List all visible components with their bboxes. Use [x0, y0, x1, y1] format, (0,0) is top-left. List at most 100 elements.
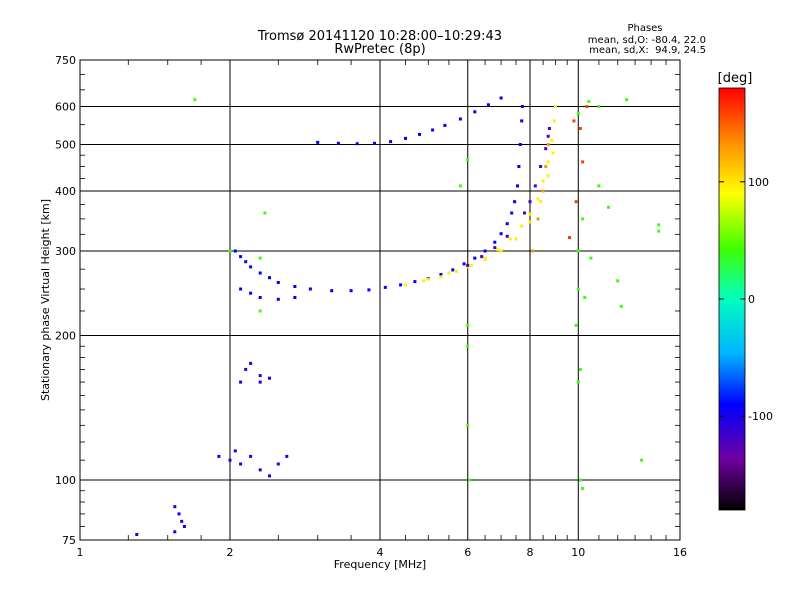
- data-point: [516, 184, 519, 188]
- stats-title: Phases: [627, 23, 662, 34]
- data-point: [180, 519, 184, 523]
- data-point: [574, 200, 578, 204]
- data-point: [554, 105, 557, 108]
- y-tick-label: 200: [55, 330, 76, 343]
- data-point: [505, 222, 509, 226]
- data-point: [539, 165, 543, 168]
- x-tick-label: 1: [77, 546, 84, 559]
- data-point: [177, 512, 181, 516]
- data-point: [308, 287, 312, 291]
- data-point: [268, 474, 271, 478]
- data-point: [268, 276, 271, 280]
- data-point: [578, 367, 582, 371]
- data-points: [135, 96, 661, 536]
- data-point: [508, 237, 512, 241]
- data-point: [486, 103, 490, 107]
- data-point: [576, 249, 580, 253]
- data-point: [572, 119, 576, 123]
- data-point: [574, 323, 578, 327]
- y-axis-label: Stationary phase Virtual Height [km]: [39, 199, 52, 401]
- data-point: [389, 140, 393, 144]
- chart-title: Tromsø 20141120 10:28:00–10:29:43: [257, 29, 502, 44]
- data-point: [466, 423, 470, 427]
- data-point: [510, 211, 514, 215]
- data-point: [244, 367, 248, 371]
- colorbar-ticks: 100 0 -100: [719, 176, 773, 423]
- data-point: [550, 138, 554, 142]
- data-point: [499, 232, 503, 236]
- data-point: [518, 143, 522, 146]
- data-point: [469, 263, 473, 267]
- data-point: [182, 525, 186, 528]
- plot-frame: [79, 59, 681, 541]
- data-point: [597, 105, 601, 108]
- data-point: [383, 285, 387, 289]
- x-axis-label: Frequency [MHz]: [334, 558, 426, 571]
- data-point: [249, 361, 253, 365]
- x-tick-label: 8: [527, 546, 534, 559]
- data-point: [293, 296, 297, 299]
- data-point: [249, 454, 253, 458]
- data-point: [581, 160, 585, 164]
- data-point: [233, 449, 237, 453]
- data-point: [536, 197, 540, 201]
- data-point: [276, 297, 280, 301]
- data-point: [404, 283, 407, 287]
- data-point: [483, 258, 487, 261]
- x-tick-label: 10: [571, 546, 585, 559]
- data-point: [546, 134, 550, 138]
- data-point: [473, 256, 477, 260]
- data-point: [576, 380, 580, 384]
- data-point: [418, 132, 421, 136]
- data-point: [480, 255, 484, 259]
- colorbar-tick-label: 0: [748, 293, 755, 306]
- data-point: [607, 205, 610, 209]
- x-tick-label: 2: [227, 546, 234, 559]
- data-point: [493, 246, 497, 250]
- y-tick-label: 600: [55, 101, 76, 114]
- data-point: [233, 249, 237, 253]
- data-point: [483, 249, 487, 253]
- data-point: [468, 478, 471, 482]
- stats-line-x: mean, sd,X: 94.9, 24.5: [589, 45, 706, 56]
- data-point: [355, 142, 359, 146]
- y-tick-label: 500: [55, 139, 76, 152]
- data-point: [466, 158, 470, 162]
- data-point: [499, 96, 503, 100]
- colorbar-tick-label: -100: [748, 410, 773, 423]
- data-point: [536, 217, 540, 221]
- data-point: [581, 487, 585, 490]
- data-point: [367, 288, 371, 292]
- data-point: [404, 136, 407, 140]
- data-point: [263, 211, 267, 215]
- data-point: [551, 151, 555, 155]
- x-tick-label: 4: [377, 546, 384, 559]
- data-point: [657, 229, 661, 233]
- data-point: [451, 268, 455, 272]
- data-point: [576, 112, 580, 116]
- data-point: [466, 344, 470, 348]
- data-point: [544, 165, 548, 168]
- data-point: [546, 174, 550, 178]
- data-point: [239, 287, 243, 291]
- y-tick-label: 100: [55, 474, 76, 487]
- colorbar-tick-label: 100: [748, 176, 769, 189]
- data-point: [625, 98, 629, 102]
- y-tick-label: 400: [55, 185, 76, 198]
- data-point: [462, 262, 466, 266]
- data-point: [330, 289, 334, 293]
- data-point: [268, 376, 271, 380]
- data-point: [458, 117, 462, 121]
- data-point: [528, 200, 532, 204]
- data-point: [293, 285, 297, 288]
- data-point: [193, 98, 197, 102]
- data-point: [258, 271, 262, 275]
- data-point: [276, 281, 280, 284]
- data-point: [514, 237, 518, 241]
- data-point: [217, 454, 221, 458]
- data-point: [520, 105, 524, 108]
- data-point: [249, 291, 253, 295]
- data-point: [173, 505, 177, 509]
- data-point: [258, 296, 262, 299]
- data-point: [228, 458, 232, 462]
